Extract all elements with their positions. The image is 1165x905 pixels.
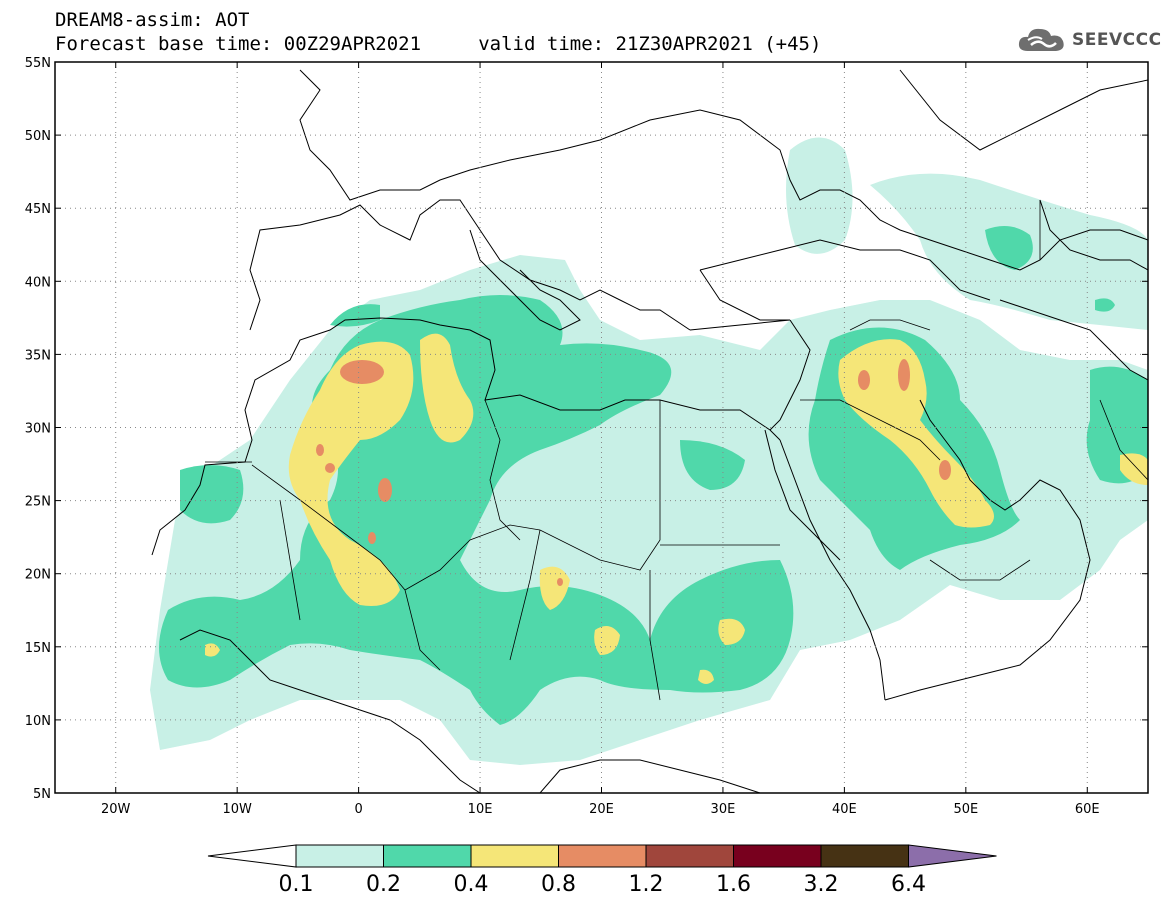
lon-tick-label: 20W bbox=[101, 802, 131, 817]
lon-tick-label: 30E bbox=[711, 802, 736, 817]
lat-tick-label: 40N bbox=[25, 275, 51, 290]
aot-field bbox=[150, 137, 1148, 765]
forecast-time-label: Forecast base time: 00Z29APR2021 valid t… bbox=[55, 33, 822, 55]
colorbar-level-label: 3.2 bbox=[804, 872, 839, 897]
colorbar-segment bbox=[470, 844, 559, 868]
colorbar-level-label: 1.6 bbox=[716, 872, 751, 897]
gridlines bbox=[55, 62, 1148, 793]
lon-tick-label: 60E bbox=[1075, 802, 1100, 817]
colorbar-level-label: 0.8 bbox=[541, 872, 576, 897]
latitude-labels: 55N 50N 45N 40N 35N 30N 25N 20N 15N 10N 5N bbox=[25, 56, 51, 802]
lon-tick-label: 0 bbox=[354, 802, 362, 817]
colorbar-level-label: 0.2 bbox=[366, 872, 401, 897]
colorbar-level-label: 1.2 bbox=[629, 872, 664, 897]
logo-text: SEEVCCC bbox=[1072, 30, 1162, 50]
lon-tick-label: 20E bbox=[589, 802, 614, 817]
lon-tick-label: 10W bbox=[222, 802, 252, 817]
lat-tick-label: 20N bbox=[25, 568, 51, 583]
country-borders bbox=[205, 200, 1148, 701]
colorbar-segment bbox=[733, 844, 822, 868]
lat-tick-label: 15N bbox=[25, 641, 51, 656]
lat-tick-label: 25N bbox=[25, 495, 51, 510]
lon-tick-label: 10E bbox=[468, 802, 493, 817]
seevccc-logo: SEEVCCC bbox=[1016, 24, 1162, 56]
lat-tick-label: 5N bbox=[33, 787, 51, 802]
map-title: DREAM8-assim: AOT bbox=[55, 9, 250, 31]
lat-tick-label: 45N bbox=[25, 202, 51, 217]
colorbar-segment-below bbox=[207, 844, 297, 868]
colorbar-segment bbox=[558, 844, 647, 868]
colorbar-segment bbox=[383, 844, 472, 868]
lat-tick-label: 55N bbox=[25, 56, 51, 71]
colorbar-segment bbox=[295, 844, 384, 868]
colorbar-level-label: 6.4 bbox=[891, 872, 926, 897]
lat-tick-label: 30N bbox=[25, 422, 51, 437]
lat-tick-label: 10N bbox=[25, 714, 51, 729]
colorbar-level-label: 0.4 bbox=[454, 872, 489, 897]
colorbar-segment bbox=[820, 844, 909, 868]
lon-tick-label: 50E bbox=[953, 802, 978, 817]
colorbar-level-label: 0.1 bbox=[279, 872, 314, 897]
colorbar-labels: 0.1 0.2 0.4 0.8 1.2 1.6 3.2 6.4 bbox=[279, 872, 927, 897]
lon-tick-label: 40E bbox=[832, 802, 857, 817]
colorbar-segment bbox=[645, 844, 734, 868]
coastlines bbox=[151, 69, 1148, 793]
lat-tick-label: 50N bbox=[25, 129, 51, 144]
axis-ticks bbox=[55, 61, 1148, 794]
cloud-icon bbox=[1018, 28, 1064, 51]
lat-tick-label: 35N bbox=[25, 348, 51, 363]
colorbar bbox=[207, 844, 997, 868]
longitude-labels: 20W 10W 0 10E 20E 30E 40E 50E 60E bbox=[101, 802, 1100, 817]
colorbar-segment-above bbox=[908, 844, 997, 868]
